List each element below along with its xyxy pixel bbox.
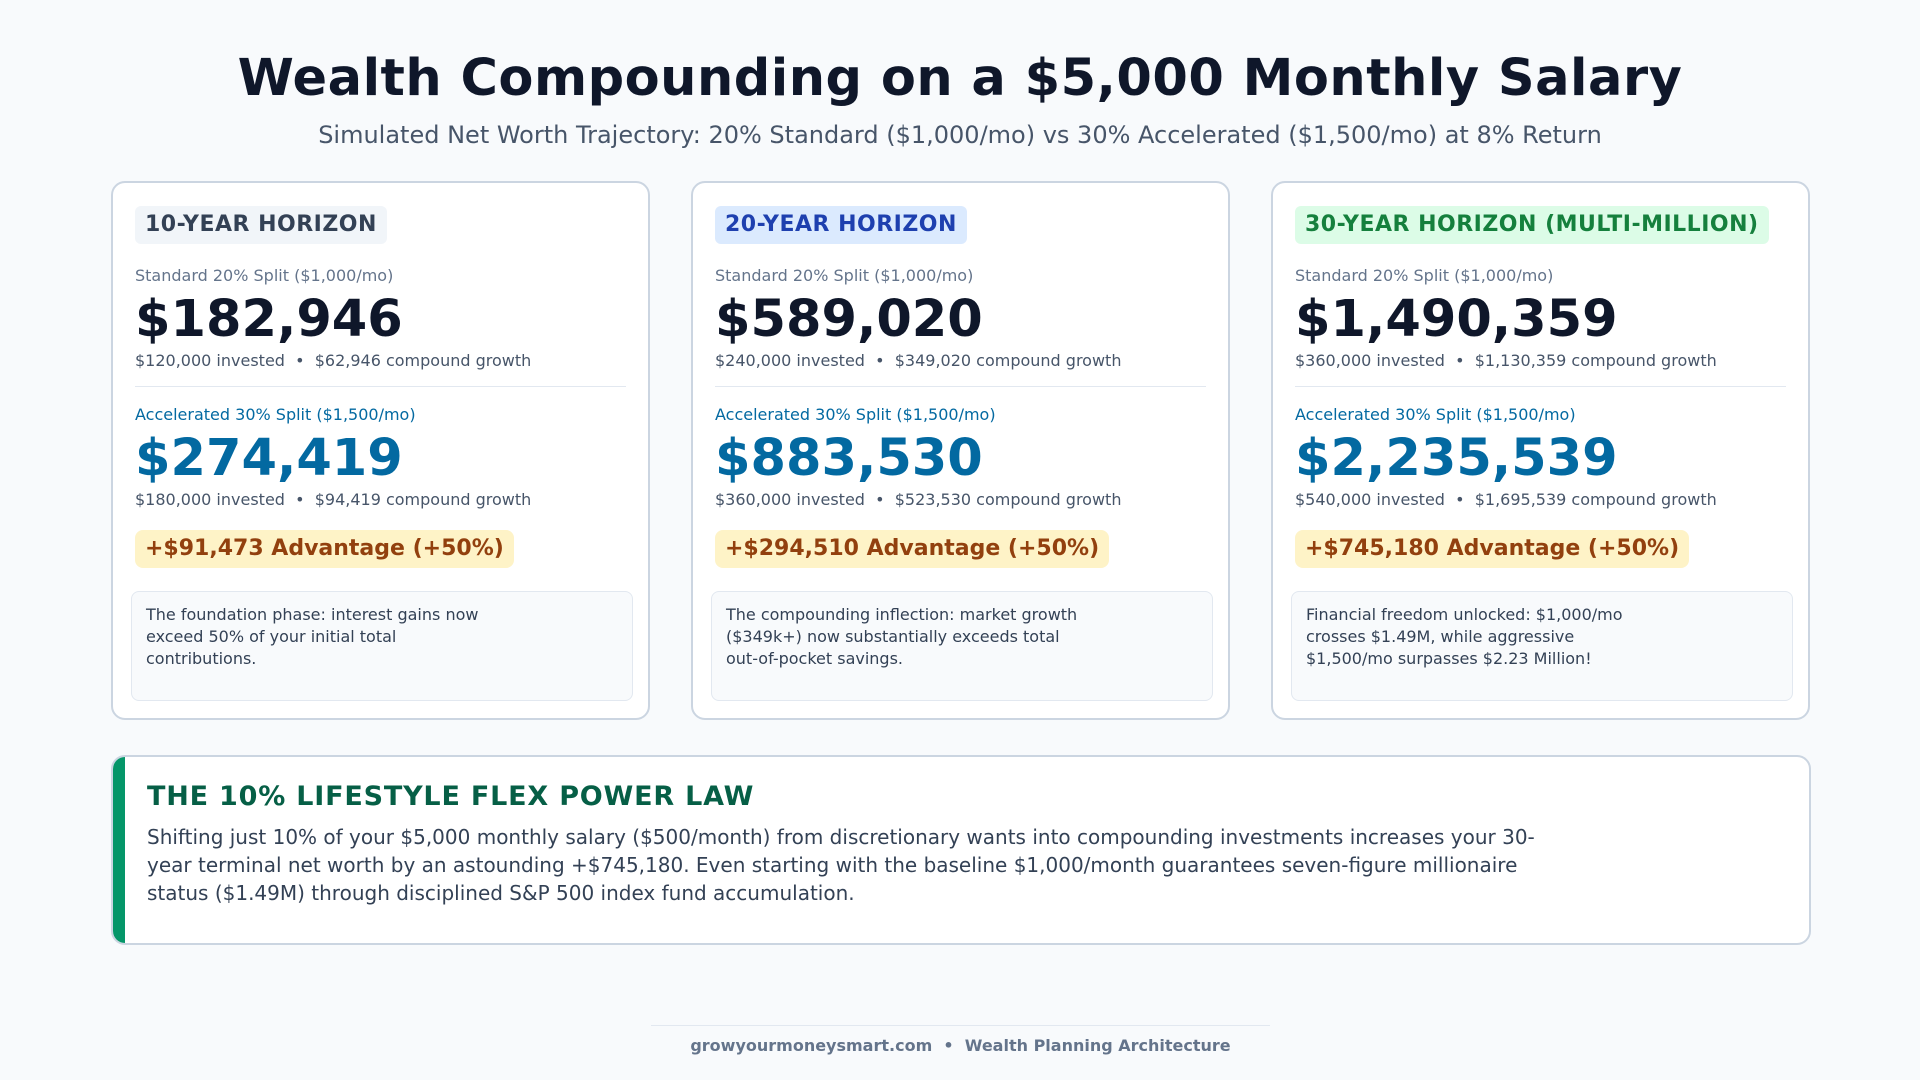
card-note: The foundation phase: interest gains now… — [131, 591, 633, 701]
standard-split-label: Standard 20% Split ($1,000/mo) — [135, 266, 394, 285]
horizon-cards: 10-YEAR HORIZON Standard 20% Split ($1,0… — [111, 181, 1811, 720]
card-note-text: The compounding inflection: market growt… — [726, 605, 1078, 668]
accelerated-net-worth: $2,235,539 — [1295, 429, 1618, 488]
card-divider — [1295, 386, 1786, 387]
footer: growyourmoneysmart.com • Wealth Planning… — [651, 1025, 1270, 1055]
accelerated-net-worth: $274,419 — [135, 429, 403, 488]
advantage-badge: +$91,473 Advantage (+50%) — [135, 530, 514, 568]
accelerated-split-label: Accelerated 30% Split ($1,500/mo) — [135, 405, 416, 424]
horizon-badge: 30-YEAR HORIZON (MULTI-MILLION) — [1295, 206, 1769, 244]
footer-text: growyourmoneysmart.com • Wealth Planning… — [690, 1036, 1231, 1055]
card-divider — [135, 386, 626, 387]
standard-split-label: Standard 20% Split ($1,000/mo) — [1295, 266, 1554, 285]
standard-breakdown: $360,000 invested • $1,130,359 compound … — [1295, 351, 1717, 370]
accent-bar — [113, 757, 125, 943]
standard-breakdown: $120,000 invested • $62,946 compound gro… — [135, 351, 532, 370]
page-subtitle: Simulated Net Worth Trajectory: 20% Stan… — [318, 121, 1602, 149]
standard-net-worth: $182,946 — [135, 290, 403, 349]
horizon-card-30-year: 30-YEAR HORIZON (MULTI-MILLION) Standard… — [1271, 181, 1810, 720]
horizon-badge: 20-YEAR HORIZON — [715, 206, 967, 244]
card-note: The compounding inflection: market growt… — [711, 591, 1213, 701]
horizon-card-20-year: 20-YEAR HORIZON Standard 20% Split ($1,0… — [691, 181, 1230, 720]
advantage-badge: +$745,180 Advantage (+50%) — [1295, 530, 1690, 568]
accelerated-breakdown: $180,000 invested • $94,419 compound gro… — [135, 490, 532, 509]
power-law-panel: THE 10% LIFESTYLE FLEX POWER LAW Shiftin… — [111, 755, 1811, 945]
standard-net-worth: $589,020 — [715, 290, 983, 349]
card-divider — [715, 386, 1206, 387]
accelerated-split-label: Accelerated 30% Split ($1,500/mo) — [715, 405, 996, 424]
power-law-text: Shifting just 10% of your $5,000 monthly… — [147, 825, 1535, 905]
accelerated-net-worth: $883,530 — [715, 429, 983, 488]
page-header: Wealth Compounding on a $5,000 Monthly S… — [0, 48, 1920, 150]
advantage-badge: +$294,510 Advantage (+50%) — [715, 530, 1110, 568]
card-note-text: The foundation phase: interest gains now… — [146, 605, 479, 668]
standard-breakdown: $240,000 invested • $349,020 compound gr… — [715, 351, 1122, 370]
card-note: Financial freedom unlocked: $1,000/mo cr… — [1291, 591, 1793, 701]
standard-split-label: Standard 20% Split ($1,000/mo) — [715, 266, 974, 285]
accelerated-breakdown: $540,000 invested • $1,695,539 compound … — [1295, 490, 1717, 509]
card-note-text: Financial freedom unlocked: $1,000/mo cr… — [1306, 605, 1623, 668]
accelerated-split-label: Accelerated 30% Split ($1,500/mo) — [1295, 405, 1576, 424]
horizon-badge: 10-YEAR HORIZON — [135, 206, 387, 244]
standard-net-worth: $1,490,359 — [1295, 290, 1618, 349]
page-title: Wealth Compounding on a $5,000 Monthly S… — [237, 49, 1683, 108]
horizon-card-10-year: 10-YEAR HORIZON Standard 20% Split ($1,0… — [111, 181, 650, 720]
accelerated-breakdown: $360,000 invested • $523,530 compound gr… — [715, 490, 1122, 509]
power-law-title: THE 10% LIFESTYLE FLEX POWER LAW — [147, 781, 755, 812]
